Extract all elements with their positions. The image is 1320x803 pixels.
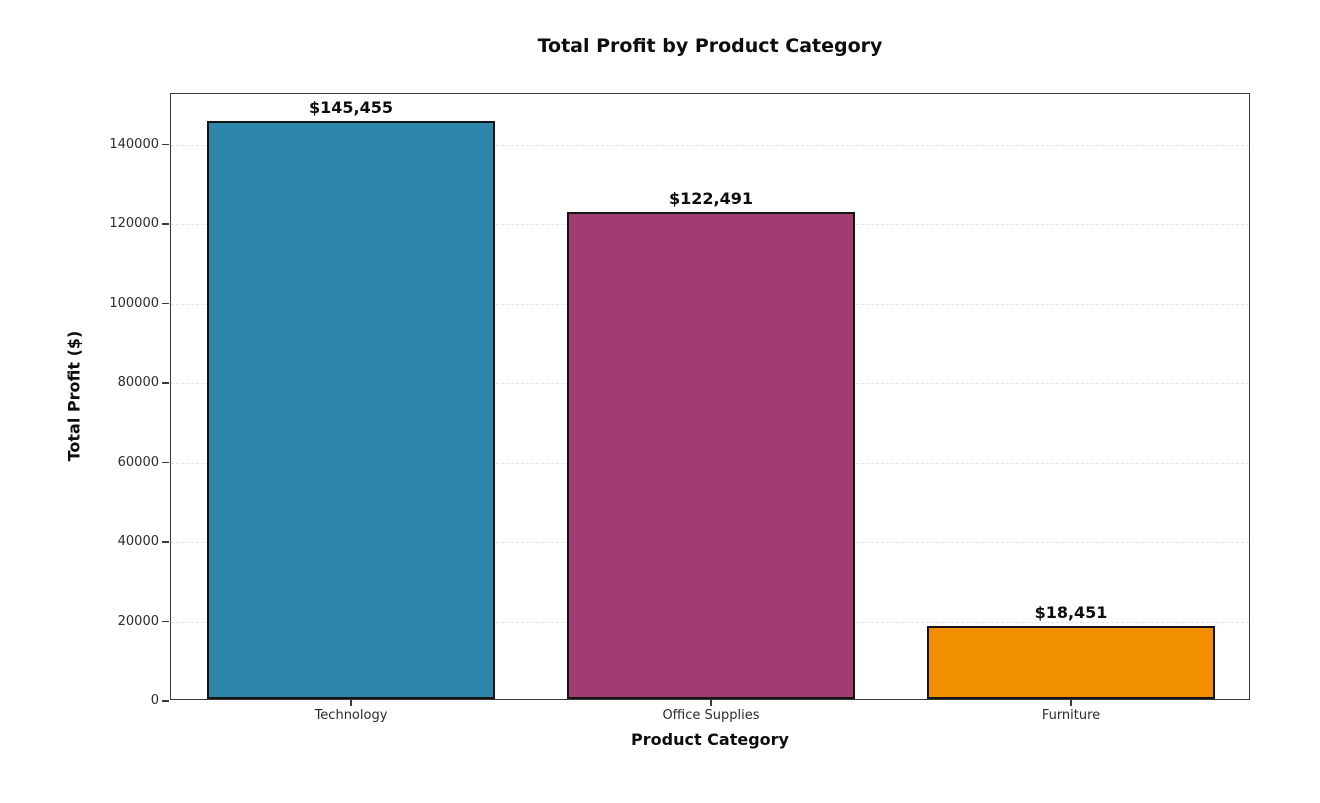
y-tick-label: 0: [150, 693, 159, 708]
x-axis-label: Product Category: [631, 730, 789, 749]
bar-value-label: $122,491: [668, 189, 753, 209]
chart-title: Total Profit by Product Category: [537, 35, 883, 57]
y-axis-label: Total Profit ($): [64, 330, 84, 462]
y-tick-mark: [162, 382, 170, 384]
y-tick-label: 120000: [109, 216, 159, 232]
y-tick-mark: [162, 302, 170, 305]
y-tick-label: 40000: [117, 534, 159, 550]
y-tick-label: 60000: [117, 454, 159, 470]
bar-furniture: [927, 625, 1215, 699]
bar-value-label: $18,451: [1034, 602, 1108, 622]
x-tick-label: Technology: [314, 708, 388, 723]
y-tick-mark: [162, 700, 170, 702]
y-tick-mark: [162, 223, 170, 225]
x-tick-mark: [710, 699, 712, 707]
bar-value-label: $145,455: [308, 97, 393, 117]
x-tick-label: Office Supplies: [662, 708, 760, 723]
y-tick-label: 20000: [117, 613, 159, 629]
bar-office-supplies: [567, 212, 855, 699]
y-tick-mark: [162, 461, 170, 464]
y-tick-mark: [162, 620, 170, 623]
x-tick-mark: [350, 699, 352, 707]
y-tick-mark: [162, 541, 170, 543]
plot-area: 0 20000 40000 60000 80000 100000 120000 140000 $…: [109, 93, 1250, 723]
bar-technology: [207, 120, 495, 699]
y-gridline: [171, 144, 1249, 146]
y-tick-label: 140000: [109, 136, 159, 152]
y-tick-label: 80000: [117, 375, 159, 391]
x-tick-mark: [1070, 699, 1072, 707]
y-tick-label: 100000: [109, 295, 159, 311]
y-tick-mark: [162, 143, 170, 146]
x-tick-label: Furniture: [1041, 708, 1101, 723]
